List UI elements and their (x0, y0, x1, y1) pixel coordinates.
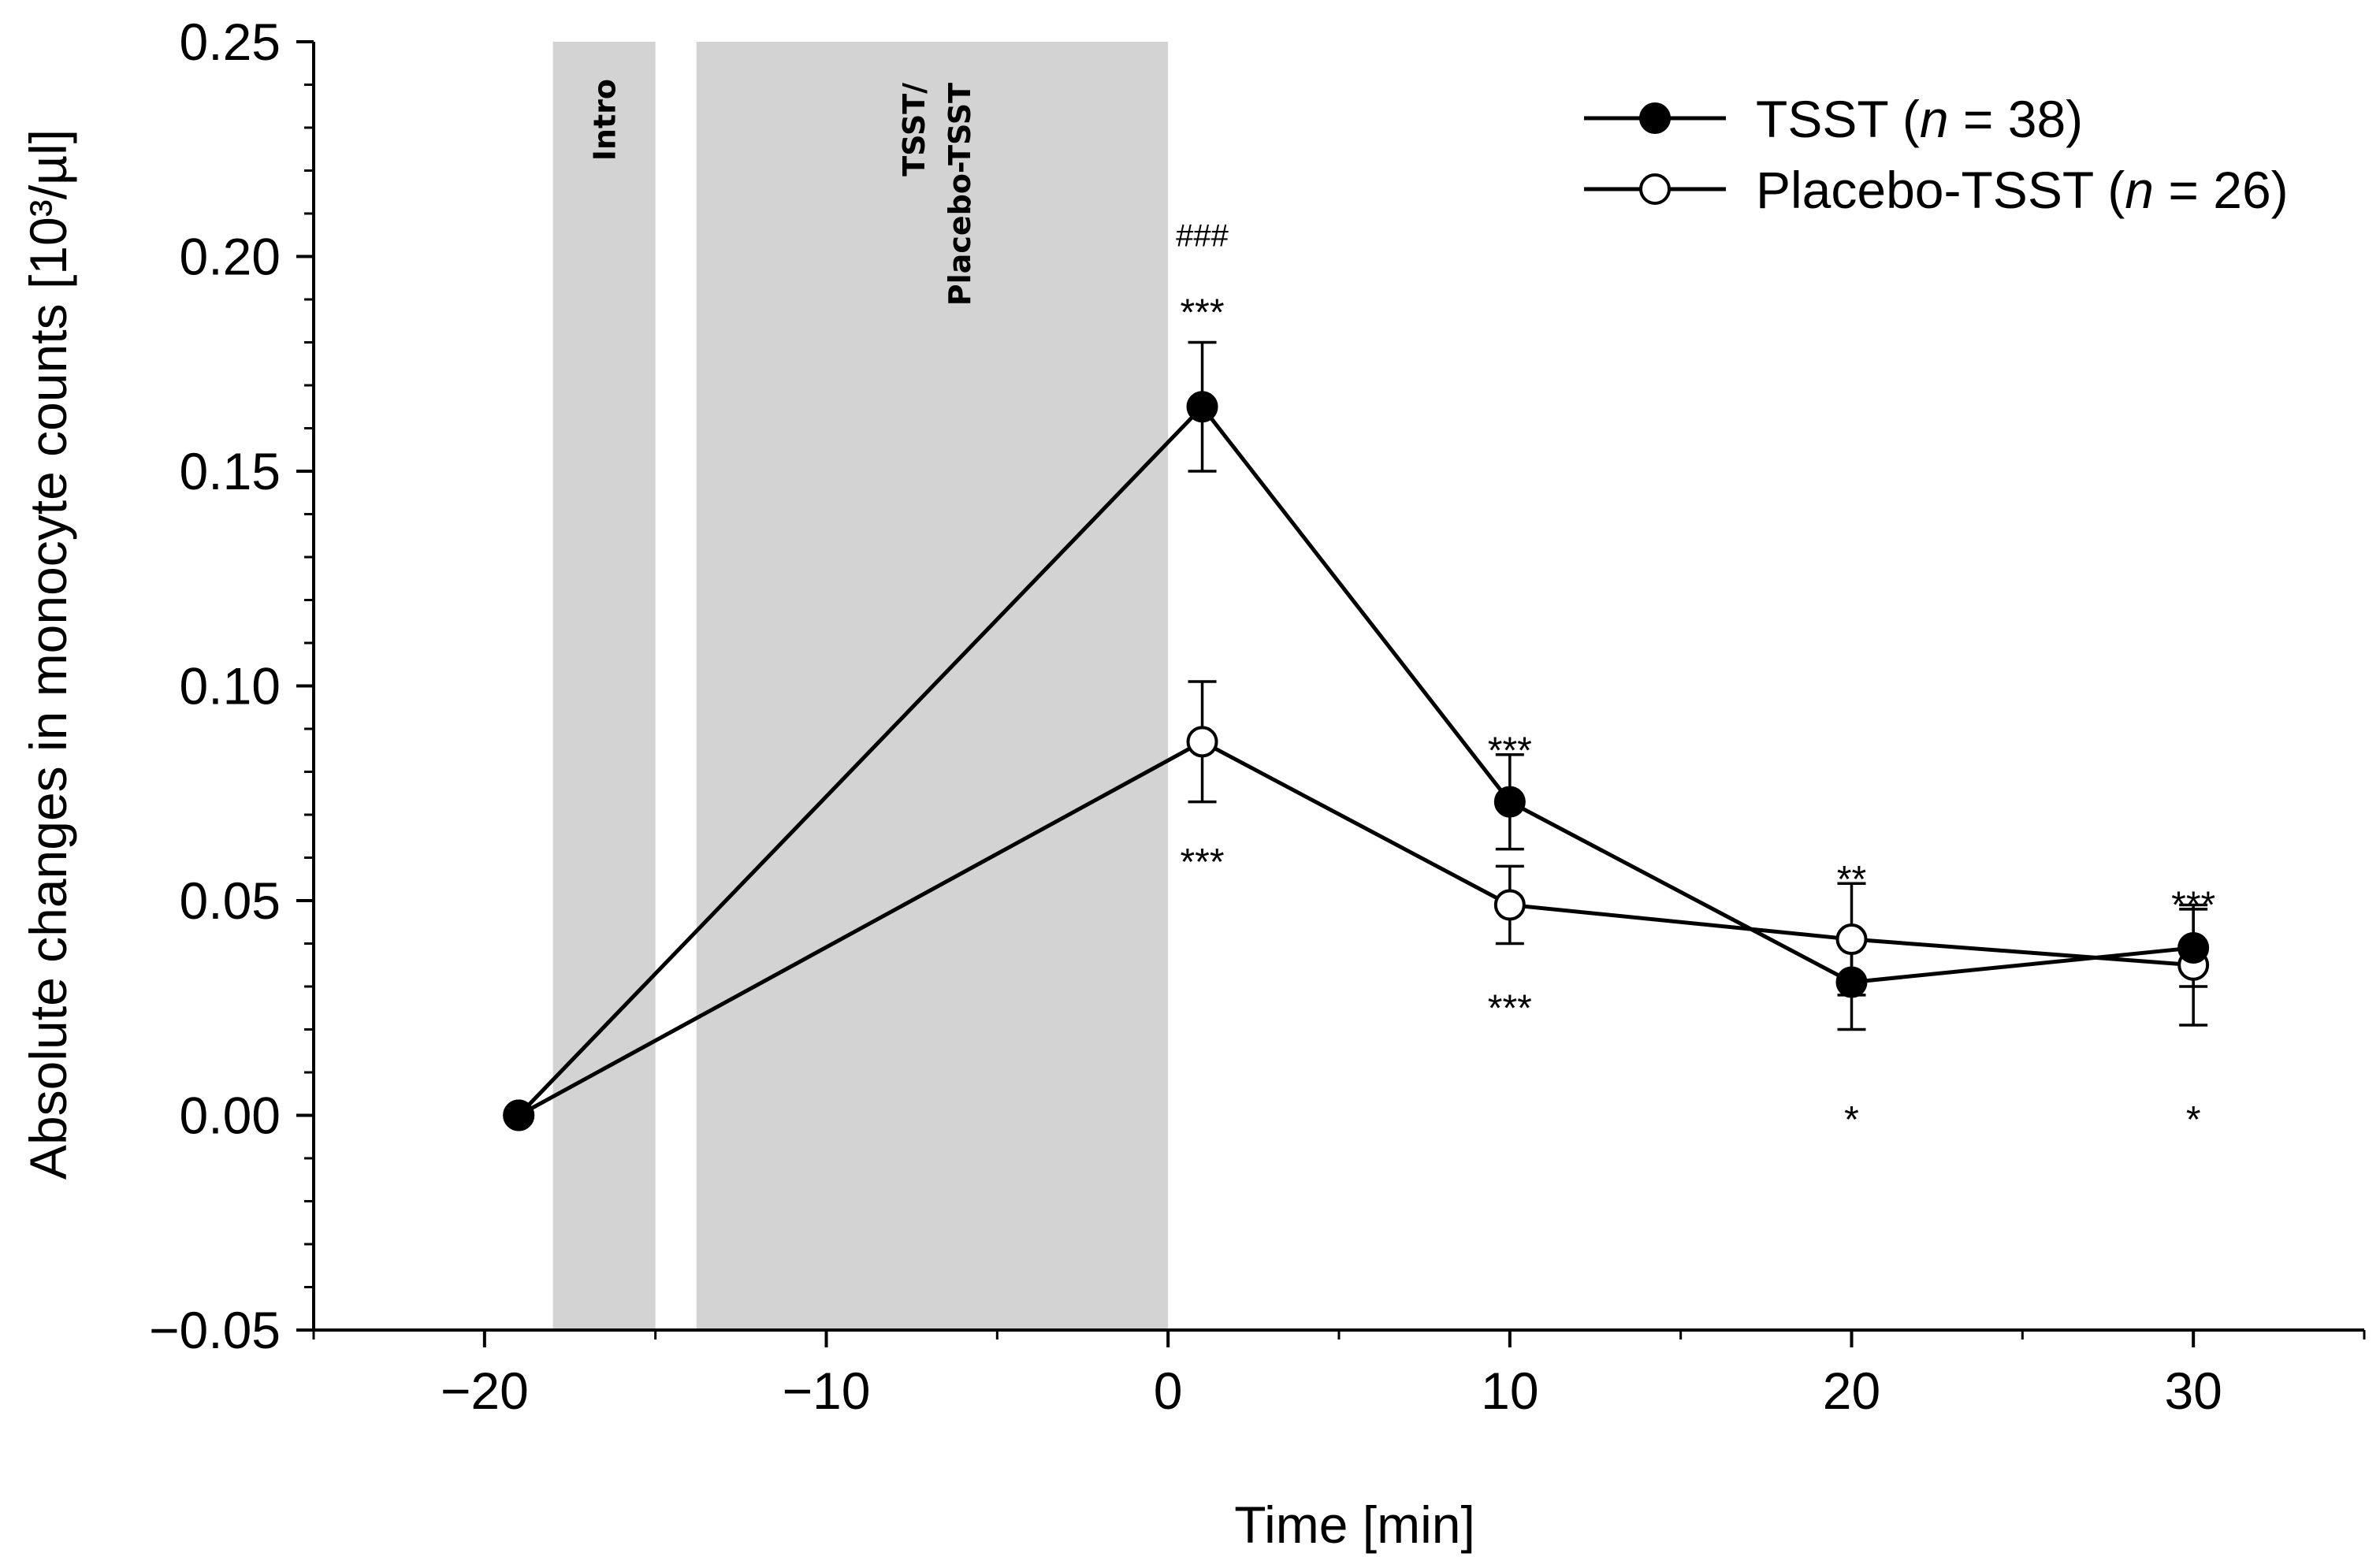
significance-marker: * (2186, 1099, 2201, 1141)
x-axis-title: Time [min] (1234, 1496, 1475, 1554)
data-point (1186, 391, 1218, 423)
axes: −0.05 0.00 0.05 0.10 0.15 0.20 0.25 −20 −10 0 10 20… (149, 13, 2366, 1420)
significance-marker: *** (1488, 730, 1532, 771)
legend-label: Placebo-TSST (n = 26) (1756, 161, 2289, 219)
shaded-phases: Intro TSST/Placebo-TSST (552, 42, 1169, 1330)
legend-marker (1639, 173, 1671, 205)
legend: TSST (n = 38)Placebo-TSST (n = 26) (1584, 90, 2289, 219)
y-tick-label: 0.05 (180, 871, 281, 930)
phase-label-1: TSST/ (897, 83, 932, 176)
data-point (2177, 931, 2210, 964)
y-tick-label: 0.10 (180, 657, 281, 715)
significance-marker: * (1844, 1099, 1859, 1141)
significance-marker: ** (1837, 859, 1866, 901)
legend-n-symbol: n (1920, 90, 1949, 148)
significance-marker: *** (1181, 842, 1225, 883)
markers-tsst (503, 391, 2210, 1131)
series-layer (503, 340, 2210, 1131)
phase-label-1-line2: Placebo-TSST (943, 83, 977, 306)
significance-marker: *** (2171, 885, 2215, 927)
legend-marker (1639, 102, 1671, 134)
significance-annotations: ###****************** * (1176, 218, 2215, 1141)
legend-paren-open: ( (1887, 90, 1919, 148)
y-tick-label: −0.05 (149, 1301, 281, 1359)
y-tick-label: 0.20 (180, 228, 281, 286)
y-axis-title: Absolute changes in monocyte counts [10³… (19, 129, 77, 1180)
y-tick-label: 0.15 (180, 442, 281, 500)
x-tick-label: 20 (1823, 1362, 1880, 1420)
phase-band-0 (552, 42, 656, 1330)
significance-marker: *** (1488, 987, 1532, 1029)
y-tick-label: 0.25 (180, 13, 281, 71)
y-tick-label: 0.00 (180, 1087, 281, 1145)
data-point (1493, 889, 1526, 921)
phase-label-0: Intro (588, 79, 623, 161)
significance-marker: *** (1181, 292, 1225, 334)
data-point (1835, 923, 1868, 956)
x-tick-label: 30 (2164, 1362, 2222, 1420)
legend-n-value: = 38) (1949, 90, 2084, 148)
legend-series-name: Placebo-TSST (1756, 161, 2093, 219)
x-tick-label: −10 (783, 1362, 871, 1420)
x-tick-label: −20 (441, 1362, 529, 1420)
legend-label: TSST (n = 38) (1756, 90, 2083, 148)
data-point (1186, 726, 1218, 758)
x-tick-label: 10 (1481, 1362, 1538, 1420)
legend-paren-open: ( (2093, 161, 2125, 219)
legend-n-value: = 26) (2154, 161, 2289, 219)
x-tick-label: 0 (1154, 1362, 1183, 1420)
data-point (1835, 966, 1868, 998)
significance-marker: ### (1176, 218, 1229, 253)
legend-series-name: TSST (1756, 90, 1887, 148)
data-point (1493, 786, 1526, 818)
legend-n-symbol: n (2125, 161, 2154, 219)
data-point (503, 1099, 535, 1131)
